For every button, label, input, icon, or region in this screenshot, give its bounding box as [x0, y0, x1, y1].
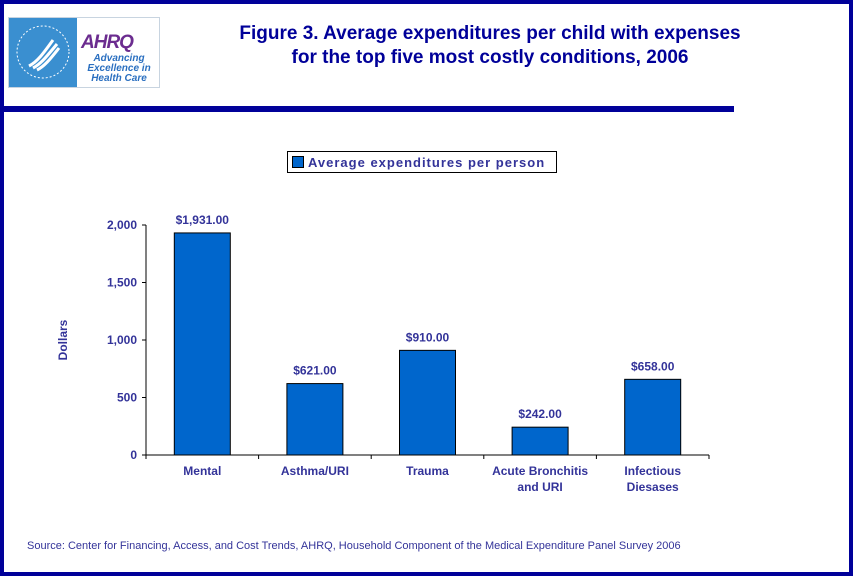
ahrq-brand: AHRQ	[81, 32, 134, 53]
tagline-line: Health Care	[91, 73, 147, 84]
x-tick-label: and URI	[517, 480, 562, 494]
legend-swatch	[292, 156, 304, 168]
y-tick-label: 0	[130, 448, 137, 462]
ahrq-tagline: Advancing Excellence in Health Care	[79, 54, 159, 84]
data-label: $910.00	[406, 330, 450, 344]
bar	[173, 232, 231, 456]
title-line-2: for the top five most costly conditions,…	[291, 47, 689, 68]
bar	[399, 349, 456, 456]
y-tick-label: 500	[117, 391, 137, 405]
y-tick-label: 2,000	[107, 218, 137, 232]
ahrq-logo: AHRQ Advancing Excellence in Health Care	[8, 17, 160, 88]
source-note: Source: Center for Financing, Access, an…	[27, 540, 681, 552]
x-tick-label: Asthma/URI	[281, 464, 349, 478]
title-line-1: Figure 3. Average expenditures per child…	[239, 23, 741, 44]
bar	[286, 383, 344, 456]
y-tick-label: 1,500	[107, 276, 137, 290]
figure-title: Figure 3. Average expenditures per child…	[190, 22, 790, 70]
bar	[511, 426, 569, 456]
y-axis-label: Dollars	[56, 319, 70, 360]
data-label: $1,931.00	[176, 213, 230, 227]
x-tick-label: Trauma	[406, 464, 449, 478]
x-tick-label: Mental	[183, 464, 221, 478]
x-tick-label: Acute Bronchitis	[492, 464, 588, 478]
data-label: $658.00	[631, 359, 675, 373]
data-label: $621.00	[293, 364, 337, 378]
legend-label: Average expenditures per person	[308, 154, 546, 170]
y-tick-label: 1,000	[107, 333, 137, 347]
tagline-line: Excellence in	[87, 63, 151, 74]
figure-frame	[4, 4, 849, 572]
x-tick-label: Infectious	[624, 464, 681, 478]
tagline-line: Advancing	[93, 53, 145, 64]
x-tick-label: Diesases	[627, 480, 679, 494]
hhs-eagle-icon	[9, 18, 77, 87]
data-label: $242.00	[518, 407, 562, 421]
title-divider	[0, 106, 734, 112]
bar	[624, 378, 682, 456]
chart-legend: Average expenditures per person	[287, 151, 557, 173]
